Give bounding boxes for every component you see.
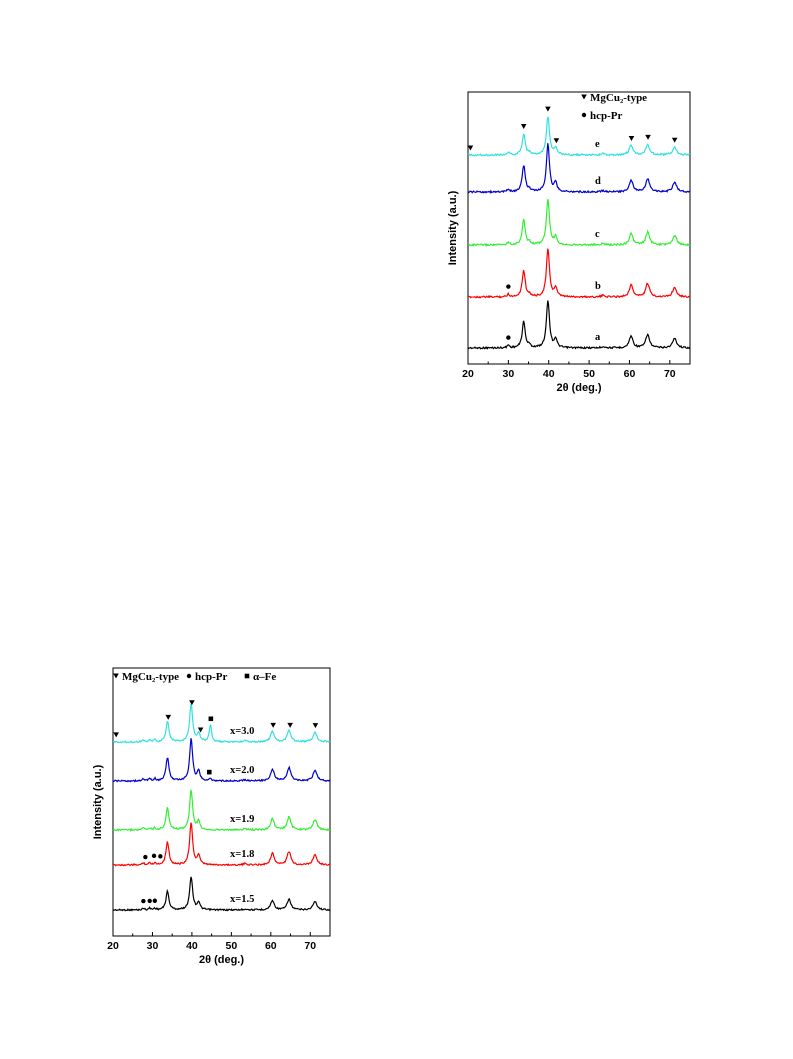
x-tick-label: 20: [462, 368, 474, 380]
legend-label: hcp-Pr: [590, 110, 623, 122]
peak-triangle-marker: [645, 134, 651, 140]
xrd-chart-bottom: 20 30 40 50 60 70 2θ (deg.) Intensity (a.u.) MgC…: [92, 667, 331, 966]
peak-square-marker: [208, 716, 214, 722]
legend-square-marker: [244, 673, 250, 679]
peak-square-marker: [206, 769, 212, 775]
peak-triangle-marker: [545, 106, 551, 112]
peak-triangle-marker: [287, 722, 293, 728]
xrd-chart-top: 20 30 40 50 60 70 2θ (deg.) Intensity (a.u.) MgC…: [447, 91, 691, 394]
series-label: x=2.0: [230, 765, 254, 776]
series-line-x=1.9: [112, 789, 331, 832]
x-tick-label: 60: [624, 368, 636, 380]
x-tick-label: 70: [304, 940, 316, 952]
peak-circle-marker: [158, 854, 163, 859]
x-axis-title: 2θ (deg.): [199, 954, 244, 966]
series-line-x=1.8: [112, 822, 331, 867]
peak-circle-marker: [506, 284, 511, 289]
peak-triangle-marker: [520, 124, 527, 130]
peak-triangle-marker: [671, 137, 678, 143]
peak-triangle-marker: [189, 700, 195, 706]
series-line-d: [467, 143, 691, 194]
plot-frame: [112, 667, 331, 937]
series-line-x=1.5: [112, 876, 331, 912]
series-label: d: [595, 176, 601, 187]
peak-circle-marker: [152, 898, 158, 903]
x-tick-label: 50: [583, 368, 595, 380]
x-tick-label: 30: [503, 368, 515, 380]
series-label: x=3.0: [230, 726, 254, 737]
legend-label: MgCu₂-type: [590, 92, 647, 104]
legend-label: MgCu₂-type: [122, 671, 179, 683]
legend-circle-marker: [186, 673, 192, 679]
legend-triangle-marker: [581, 94, 587, 100]
peak-triangle-marker: [165, 714, 172, 720]
legend-circle-marker: [581, 112, 587, 118]
series-line-c: [467, 199, 691, 248]
plot-frame: [467, 91, 691, 365]
series-label: x=1.8: [230, 849, 254, 860]
legend-label: α–Fe: [253, 671, 276, 683]
peak-triangle-marker: [312, 723, 319, 729]
x-axis-title: 2θ (deg.): [556, 382, 601, 394]
peak-circle-marker: [141, 898, 146, 904]
series-label: c: [595, 229, 600, 240]
peak-circle-marker: [147, 898, 152, 904]
series-line-a: [467, 300, 691, 350]
y-axis-title: Intensity (a.u.): [447, 190, 459, 265]
series-label: a: [595, 332, 601, 343]
series-line-x=2.0: [112, 738, 331, 783]
series-line-b: [467, 248, 691, 299]
series-label: x=1.9: [230, 814, 254, 825]
x-tick-label: 70: [664, 368, 676, 380]
series-label: b: [595, 281, 601, 292]
series-label: e: [595, 139, 600, 150]
series-line-e: [467, 116, 691, 157]
x-tick-label: 40: [543, 368, 555, 380]
peak-triangle-marker: [270, 722, 276, 728]
peak-circle-marker: [143, 854, 148, 860]
y-axis-title: Intensity (a.u.): [92, 764, 104, 839]
x-tick-label: 60: [265, 940, 277, 952]
peak-triangle-marker: [467, 145, 474, 151]
x-tick-label: 30: [147, 940, 159, 952]
x-tick-label: 40: [186, 940, 198, 952]
legend-label: hcp-Pr: [195, 671, 228, 683]
x-tick-label: 20: [107, 940, 119, 952]
peak-triangle-marker: [553, 138, 560, 144]
series-label: x=1.5: [230, 894, 254, 905]
peak-triangle-marker: [113, 732, 119, 738]
peak-circle-marker: [506, 335, 511, 340]
x-tick-label: 50: [226, 940, 238, 952]
peak-triangle-marker: [628, 135, 635, 141]
legend-triangle-marker: [113, 673, 119, 679]
peak-triangle-marker: [197, 727, 204, 733]
series-line-x=3.0: [112, 704, 331, 744]
peak-circle-marker: [151, 853, 157, 859]
